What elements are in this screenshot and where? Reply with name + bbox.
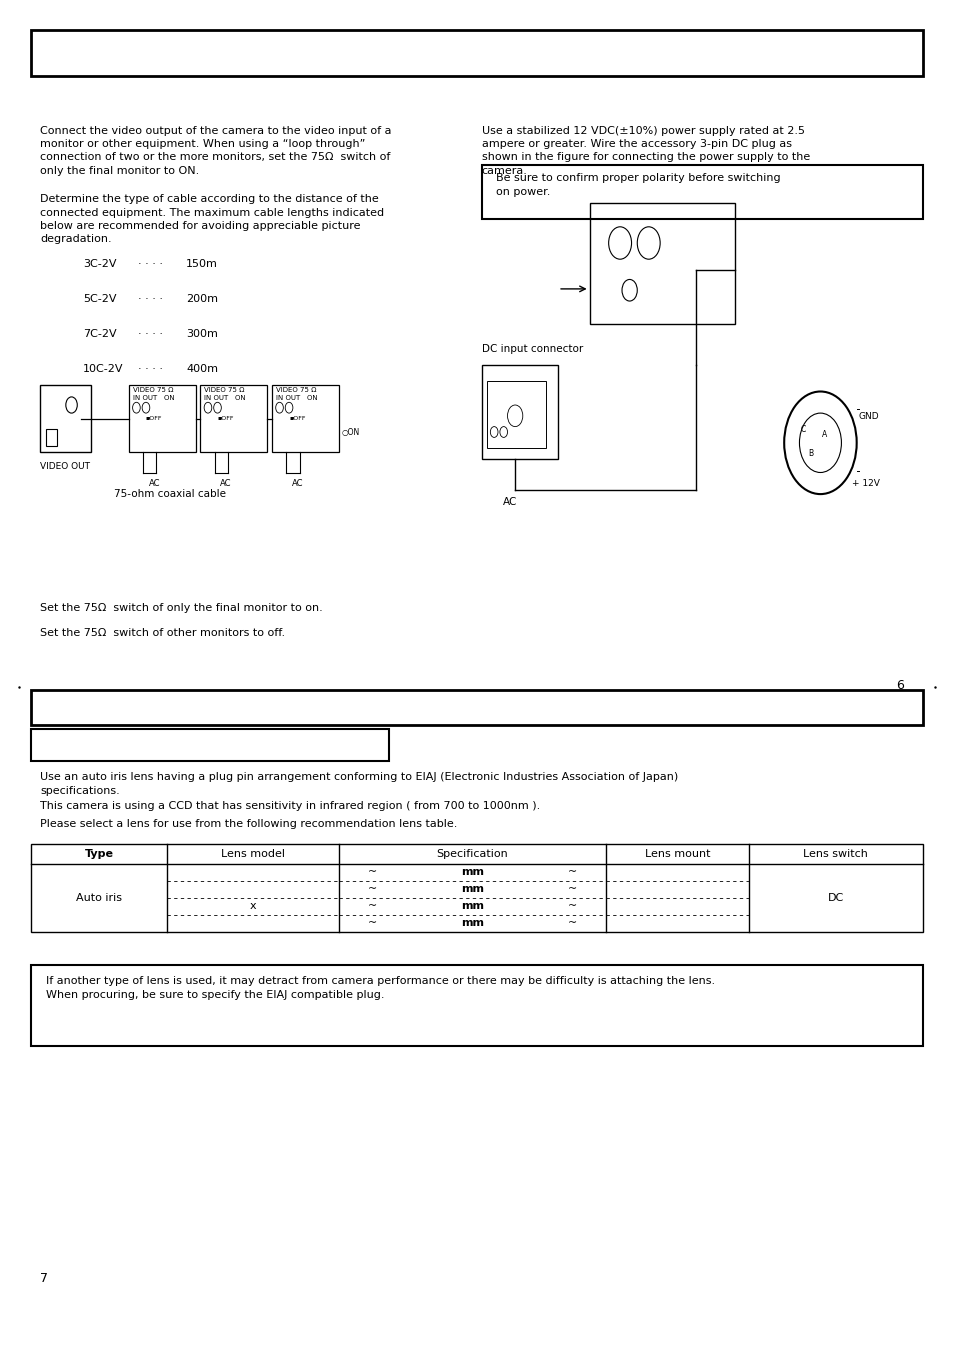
Bar <box>31 729 389 761</box>
Bar <box>40 385 91 452</box>
Bar <box>129 385 195 452</box>
Bar <box>31 30 922 76</box>
Text: x: x <box>250 902 255 911</box>
Text: Be sure to confirm proper polarity before switching
on power.: Be sure to confirm proper polarity befor… <box>496 173 780 197</box>
Text: 200m: 200m <box>186 294 218 304</box>
Text: Auto iris: Auto iris <box>76 892 122 903</box>
Bar <box>46 429 57 446</box>
Bar <box>31 844 922 931</box>
Text: Connect the video output of the camera to the video input of a
monitor or other : Connect the video output of the camera t… <box>40 126 391 176</box>
Text: ~: ~ <box>567 918 577 927</box>
Text: ▪OFF: ▪OFF <box>217 416 233 421</box>
Text: ~: ~ <box>567 868 577 878</box>
Text: This camera is using a CCD that has sensitivity in infrared region ( from 700 to: This camera is using a CCD that has sens… <box>40 801 539 810</box>
Text: mm: mm <box>460 918 483 927</box>
Bar <box>589 202 734 324</box>
Text: ▪OFF: ▪OFF <box>289 416 305 421</box>
Text: 7: 7 <box>40 1272 48 1285</box>
Text: · · · ·: · · · · <box>138 259 163 269</box>
Text: 300m: 300m <box>186 329 217 339</box>
Text: mm: mm <box>460 884 483 894</box>
Text: Determine the type of cable according to the distance of the
connected equipment: Determine the type of cable according to… <box>40 194 384 244</box>
Text: 400m: 400m <box>186 364 218 374</box>
Text: 7C-2V: 7C-2V <box>83 329 116 339</box>
Text: 5C-2V: 5C-2V <box>83 294 116 304</box>
Text: Set the 75Ω  switch of only the final monitor to on.: Set the 75Ω switch of only the final mon… <box>40 603 322 613</box>
Text: AC: AC <box>502 497 517 506</box>
Text: · · · ·: · · · · <box>138 364 163 374</box>
Text: ~: ~ <box>367 918 376 927</box>
Text: VIDEO 75 Ω
IN OUT   ON: VIDEO 75 Ω IN OUT ON <box>275 387 317 401</box>
Bar <box>481 364 558 459</box>
Text: VIDEO 75 Ω
IN OUT   ON: VIDEO 75 Ω IN OUT ON <box>132 387 174 401</box>
Text: A: A <box>821 431 826 439</box>
Text: Use a stabilized 12 VDC(±10%) power supply rated at 2.5
ampere or greater. Wire : Use a stabilized 12 VDC(±10%) power supp… <box>481 126 809 176</box>
Bar <box>272 385 338 452</box>
Text: 150m: 150m <box>186 259 217 269</box>
Bar <box>487 381 545 448</box>
Bar <box>200 385 267 452</box>
Text: Lens mount: Lens mount <box>644 849 709 859</box>
Text: Set the 75Ω  switch of other monitors to off.: Set the 75Ω switch of other monitors to … <box>40 628 285 637</box>
Text: + 12V: + 12V <box>851 479 879 489</box>
Text: 75-ohm coaxial cable: 75-ohm coaxial cable <box>114 489 226 498</box>
Text: C: C <box>800 425 805 433</box>
Text: ~: ~ <box>567 884 577 894</box>
Text: mm: mm <box>460 868 483 878</box>
Text: ~: ~ <box>567 902 577 911</box>
Text: Lens model: Lens model <box>220 849 285 859</box>
Text: mm: mm <box>460 902 483 911</box>
Text: · · · ·: · · · · <box>138 329 163 339</box>
Text: 10C-2V: 10C-2V <box>83 364 123 374</box>
Text: Specification: Specification <box>436 849 508 859</box>
Text: AC: AC <box>220 479 232 489</box>
Text: AC: AC <box>149 479 160 489</box>
Text: ~: ~ <box>367 884 376 894</box>
Circle shape <box>783 392 856 494</box>
Text: DC: DC <box>826 892 843 903</box>
Bar <box>31 965 922 1046</box>
Text: 3C-2V: 3C-2V <box>83 259 116 269</box>
Text: ~: ~ <box>367 902 376 911</box>
Text: Use an auto iris lens having a plug pin arrangement conforming to EIAJ (Electron: Use an auto iris lens having a plug pin … <box>40 772 678 795</box>
Bar <box>31 690 922 725</box>
Text: VIDEO 75 Ω
IN OUT   ON: VIDEO 75 Ω IN OUT ON <box>204 387 246 401</box>
Text: ▪OFF: ▪OFF <box>146 416 162 421</box>
Text: B: B <box>807 450 813 458</box>
Text: AC: AC <box>292 479 303 489</box>
Text: GND: GND <box>858 412 879 421</box>
Text: Lens switch: Lens switch <box>802 849 867 859</box>
Text: · · · ·: · · · · <box>138 294 163 304</box>
Text: Please select a lens for use from the following recommendation lens table.: Please select a lens for use from the fo… <box>40 819 457 829</box>
Text: 6: 6 <box>896 679 903 693</box>
Text: Type: Type <box>85 849 113 859</box>
Bar <box>481 165 922 219</box>
Text: ~: ~ <box>367 868 376 878</box>
Text: If another type of lens is used, it may detract from camera performance or there: If another type of lens is used, it may … <box>46 976 714 1000</box>
Text: ○ON: ○ON <box>341 428 359 437</box>
Text: VIDEO OUT: VIDEO OUT <box>40 462 90 471</box>
Text: DC input connector: DC input connector <box>481 344 582 354</box>
